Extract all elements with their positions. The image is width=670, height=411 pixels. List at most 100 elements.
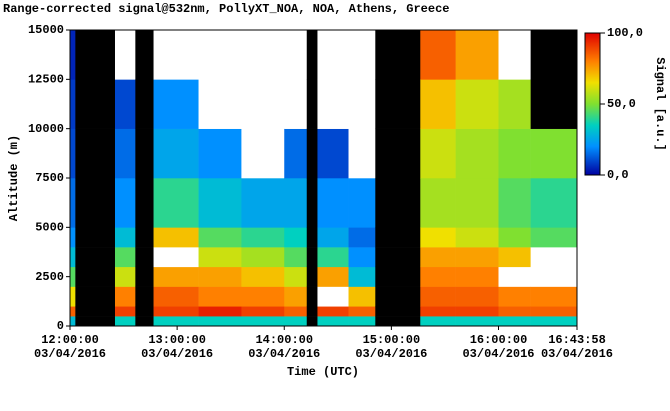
heat-cell: [284, 316, 308, 327]
colorbar: [584, 32, 601, 176]
no-data-cell: [135, 247, 154, 268]
heat-cell: [455, 247, 499, 268]
heat-cell: [153, 128, 199, 179]
heat-cell: [420, 247, 456, 268]
heat-cell: [70, 247, 76, 268]
heat-cell: [153, 247, 199, 268]
heat-cell: [241, 128, 285, 179]
heat-cell: [455, 286, 499, 307]
no-data-cell: [375, 306, 421, 317]
no-data-cell: [135, 286, 154, 307]
x-tick-label: 16:00:00: [470, 333, 528, 347]
heat-cell: [198, 247, 242, 268]
heat-cell: [530, 128, 578, 179]
heat-cell: [153, 178, 199, 228]
heat-cell: [420, 178, 456, 228]
colorbar-tick-label: 0,0: [607, 168, 629, 182]
heat-cell: [317, 286, 349, 307]
heat-cell: [70, 316, 76, 327]
no-data-cell: [75, 286, 116, 307]
no-data-cell: [375, 227, 421, 248]
heat-cell: [241, 30, 285, 80]
y-tick-label: 0: [57, 319, 64, 333]
heat-cell: [317, 266, 349, 287]
x-tick-date: 03/04/2016: [355, 347, 427, 361]
x-tick-label: 13:00:00: [148, 333, 206, 347]
heat-cell: [198, 178, 242, 228]
heat-cell: [114, 286, 136, 307]
heat-cell: [498, 247, 531, 268]
x-tick-label: 15:00:00: [363, 333, 421, 347]
y-tick-label: 12500: [28, 73, 64, 87]
no-data-cell: [135, 266, 154, 287]
heat-cell: [114, 306, 136, 317]
no-data-cell: [306, 30, 318, 80]
heat-cell: [498, 316, 531, 327]
heat-cell: [455, 266, 499, 287]
heat-cell: [420, 306, 456, 317]
heat-cell: [153, 286, 199, 307]
no-data-cell: [135, 306, 154, 317]
no-data-cell: [135, 128, 154, 179]
heat-cell: [284, 247, 308, 268]
heat-cell: [455, 227, 499, 248]
no-data-cell: [75, 266, 116, 287]
no-data-cell: [75, 128, 116, 179]
heat-cell: [70, 266, 76, 287]
no-data-cell: [306, 247, 318, 268]
x-tick-date: 03/04/2016: [34, 347, 106, 361]
heat-cell: [198, 286, 242, 307]
heat-cell: [530, 266, 578, 287]
heatmap: [70, 30, 578, 327]
heat-cell: [70, 128, 76, 179]
heat-cell: [70, 306, 76, 317]
heat-cell: [114, 247, 136, 268]
heat-cell: [198, 227, 242, 248]
no-data-cell: [375, 316, 421, 327]
x-tick-label: 16:43:58: [548, 333, 606, 347]
heat-cell: [241, 316, 285, 327]
heat-cell: [530, 30, 578, 80]
heat-cell: [284, 178, 308, 228]
no-data-cell: [306, 178, 318, 228]
heat-cell: [498, 306, 531, 317]
heat-cell: [420, 227, 456, 248]
heat-cell: [455, 79, 499, 129]
heat-cell: [70, 286, 76, 307]
heat-cell: [153, 266, 199, 287]
heat-cell: [348, 30, 376, 80]
heat-cell: [284, 266, 308, 287]
heat-cell: [317, 316, 349, 327]
no-data-cell: [75, 306, 116, 317]
heat-cell: [348, 316, 376, 327]
heat-cell: [530, 178, 578, 228]
heat-cell: [153, 30, 199, 80]
heat-cell: [114, 30, 136, 80]
heat-cell: [284, 306, 308, 317]
heat-cell: [317, 30, 349, 80]
no-data-cell: [306, 227, 318, 248]
no-data-cell: [375, 79, 421, 129]
heat-cell: [317, 247, 349, 268]
heat-cell: [241, 266, 285, 287]
y-tick-label: 5000: [35, 221, 64, 235]
heat-cell: [530, 286, 578, 307]
heat-cell: [70, 30, 76, 80]
heat-cell: [241, 286, 285, 307]
no-data-cell: [75, 247, 116, 268]
colorbar-label: Signal [a.u.]: [653, 57, 667, 151]
y-tick-label: 7500: [35, 171, 64, 185]
no-data-cell: [375, 247, 421, 268]
heat-cell: [241, 247, 285, 268]
x-tick-date: 03/04/2016: [541, 347, 613, 361]
heat-cell: [114, 266, 136, 287]
no-data-cell: [375, 30, 421, 80]
heat-cell: [498, 227, 531, 248]
heat-cell: [455, 178, 499, 228]
heat-cell: [348, 286, 376, 307]
no-data-cell: [135, 178, 154, 228]
heat-cell: [317, 306, 349, 317]
heat-cell: [153, 306, 199, 317]
y-tick-label: 10000: [28, 122, 64, 136]
no-data-cell: [75, 30, 116, 80]
